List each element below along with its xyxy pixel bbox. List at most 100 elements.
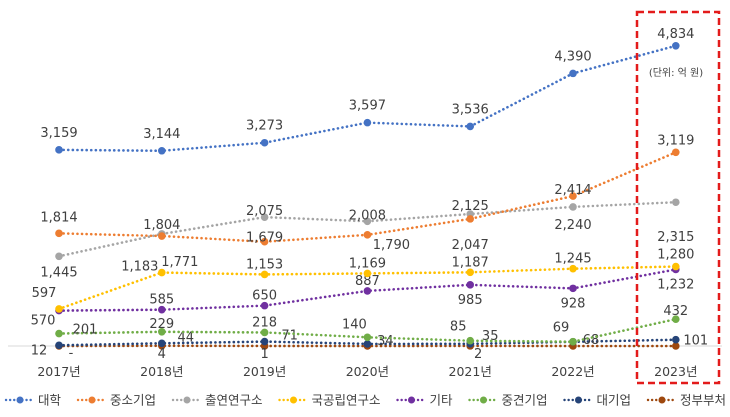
data-point-research-institute bbox=[55, 252, 63, 261]
highlight-box-2023 bbox=[635, 10, 721, 385]
data-label-research-institute: 2,315 bbox=[657, 230, 694, 245]
legend-label: 정부부처 bbox=[680, 393, 726, 408]
x-tick-label: 2020년 bbox=[346, 364, 389, 379]
data-point-midsize bbox=[466, 336, 475, 345]
legend-marker-icon bbox=[183, 396, 191, 404]
data-label-public-lab: 1,280 bbox=[657, 248, 694, 263]
data-point-other bbox=[260, 301, 269, 310]
data-point-public-lab bbox=[672, 262, 680, 271]
data-point-university bbox=[672, 42, 680, 50]
data-label-midsize: 85 bbox=[450, 320, 467, 335]
data-label-large-enterprise: 44 bbox=[178, 330, 195, 345]
data-label-large-enterprise: 101 bbox=[683, 334, 708, 349]
data-point-university bbox=[466, 122, 475, 131]
data-point-university bbox=[55, 146, 63, 154]
data-label-public-lab: 597 bbox=[32, 286, 57, 301]
data-label-midsize: 201 bbox=[73, 323, 98, 338]
data-label-sme: 2,047 bbox=[452, 238, 489, 253]
data-point-sme bbox=[363, 231, 372, 239]
data-point-sme bbox=[569, 192, 577, 200]
data-label-government: 4 bbox=[158, 347, 166, 362]
data-label-midsize: 218 bbox=[252, 315, 277, 330]
data-point-midsize bbox=[672, 315, 680, 323]
data-label-government: 2 bbox=[474, 347, 482, 362]
unit-note: (단위: 억 원) bbox=[649, 66, 703, 79]
data-label-other: 1,232 bbox=[657, 277, 694, 292]
data-label-other: 650 bbox=[252, 289, 277, 304]
data-point-large-enterprise bbox=[158, 339, 166, 348]
data-label-university: 4,390 bbox=[554, 49, 591, 64]
data-point-research-institute bbox=[672, 198, 680, 207]
data-point-research-institute bbox=[569, 203, 577, 211]
legend-marker-icon bbox=[658, 396, 666, 404]
data-label-midsize: 229 bbox=[149, 317, 174, 332]
data-label-other: 570 bbox=[31, 314, 56, 329]
data-label-large-enterprise: 71 bbox=[281, 329, 298, 344]
legend-item-other[interactable]: 기타 bbox=[396, 393, 453, 408]
x-tick-label: 2023년 bbox=[654, 364, 697, 379]
data-point-midsize bbox=[260, 328, 269, 337]
legend-label: 기타 bbox=[429, 393, 453, 408]
data-label-sme: 1,679 bbox=[246, 231, 283, 246]
data-point-midsize bbox=[158, 327, 166, 336]
legend-item-midsize[interactable]: 중견기업 bbox=[468, 393, 548, 408]
data-label-university: 3,273 bbox=[246, 119, 283, 134]
legend-label: 출연연구소 bbox=[205, 393, 263, 408]
data-label-midsize: 69 bbox=[553, 321, 570, 336]
legend-item-large-enterprise[interactable]: 대기업 bbox=[563, 393, 631, 408]
legend-label: 중견기업 bbox=[501, 393, 547, 408]
data-label-large-enterprise: 12 bbox=[31, 343, 48, 358]
data-point-large-enterprise bbox=[363, 340, 372, 348]
data-label-public-lab: 1,153 bbox=[246, 257, 283, 272]
data-point-public-lab bbox=[363, 269, 372, 278]
x-tick-label: 2021년 bbox=[449, 364, 492, 379]
legend-marker-icon bbox=[479, 396, 487, 404]
legend-label: 중소기업 bbox=[110, 393, 156, 408]
data-label-sme: 1,771 bbox=[161, 255, 198, 270]
data-label-public-lab: 1,245 bbox=[554, 252, 591, 267]
data-point-university bbox=[363, 118, 372, 127]
legend-marker-icon bbox=[16, 396, 24, 404]
data-label-university: 3,144 bbox=[143, 127, 180, 142]
data-point-other bbox=[466, 281, 475, 289]
legend-marker-icon bbox=[88, 396, 96, 404]
data-label-research-institute: 2,008 bbox=[349, 208, 386, 223]
legend-item-government[interactable]: 정부부처 bbox=[646, 393, 726, 408]
series-university: 3,159 3,144 3,273 3,597 3,536 4,390 4,834 bbox=[40, 27, 694, 155]
data-point-large-enterprise bbox=[260, 337, 269, 346]
legend-label: 대기업 bbox=[596, 393, 631, 408]
data-point-midsize bbox=[363, 333, 372, 342]
data-label-university: 3,597 bbox=[349, 99, 386, 114]
legend-marker-icon bbox=[574, 396, 582, 404]
data-label-research-institute: 2,125 bbox=[452, 199, 489, 214]
legend-item-research-institute[interactable]: 출연연구소 bbox=[171, 393, 263, 408]
data-point-sme bbox=[672, 148, 680, 157]
data-point-public-lab bbox=[55, 305, 63, 313]
data-label-large-enterprise: 34 bbox=[377, 334, 394, 349]
legend-item-public-lab[interactable]: 국공립연구소 bbox=[278, 393, 381, 408]
data-label-other: 928 bbox=[561, 296, 586, 311]
data-label-university: 3,536 bbox=[452, 102, 489, 117]
data-point-midsize bbox=[569, 337, 577, 346]
series-public-lab: 597 1,183 1,153 1,169 1,187 1,245 1,280 bbox=[32, 248, 694, 313]
data-label-university: 4,834 bbox=[657, 27, 694, 42]
series-midsize: 201 229 218 140 85 69 432 bbox=[55, 304, 688, 346]
legend-label: 국공립연구소 bbox=[311, 393, 380, 408]
data-point-sme bbox=[466, 215, 475, 223]
data-label-midsize: 432 bbox=[663, 304, 688, 319]
data-label-other: 585 bbox=[149, 293, 174, 308]
data-point-research-institute bbox=[363, 217, 372, 226]
data-point-large-enterprise bbox=[672, 335, 680, 344]
x-tick-label: 2017년 bbox=[37, 364, 80, 379]
data-label-research-institute: 2,075 bbox=[246, 204, 283, 219]
data-label-other: 985 bbox=[458, 293, 483, 308]
data-label-public-lab: 1,169 bbox=[349, 256, 386, 271]
data-label-sme: 1,790 bbox=[373, 238, 410, 253]
data-label-other: 887 bbox=[355, 274, 380, 289]
data-point-other bbox=[363, 287, 372, 295]
data-label-large-enterprise: 68 bbox=[583, 333, 600, 348]
legend-item-university[interactable]: 대학 bbox=[4, 393, 62, 408]
legend-item-sme[interactable]: 중소기업 bbox=[76, 393, 156, 408]
